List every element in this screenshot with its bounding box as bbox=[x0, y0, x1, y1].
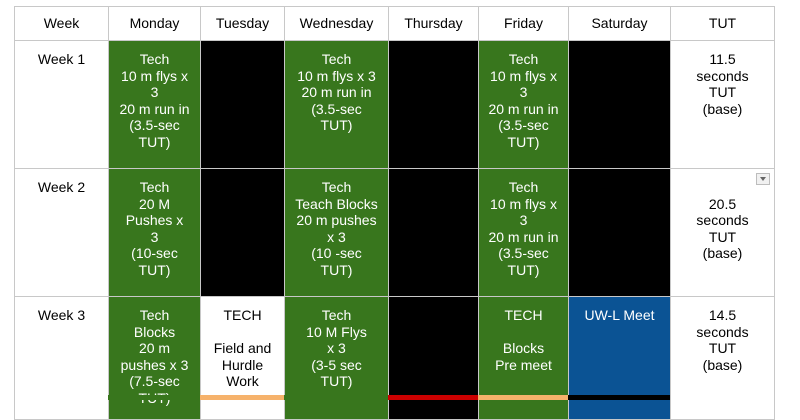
header-row: Week Monday Tuesday Wednesday Thursday F… bbox=[14, 6, 775, 41]
friday-cell[interactable]: Tech 10 m flys x 3 20 m run in (3.5-sec … bbox=[478, 168, 569, 297]
saturday-cell[interactable]: UW-L Meet bbox=[568, 296, 671, 420]
table-row: Week 3 Tech Blocks 20 m pushes x 3 (7.5-… bbox=[14, 296, 775, 420]
header-tut[interactable]: TUT bbox=[670, 6, 775, 41]
table-row: Week 2 Tech 20 M Pushes x 3 (10-sec TUT)… bbox=[14, 168, 775, 297]
thursday-cell[interactable] bbox=[388, 40, 479, 169]
thursday-next-cell bbox=[388, 395, 478, 400]
friday-cell[interactable]: TECH Blocks Pre meet bbox=[478, 296, 569, 420]
wednesday-cell[interactable]: Tech 10 m flys x 3 20 m run in (3.5-sec … bbox=[284, 40, 389, 169]
header-saturday[interactable]: Saturday bbox=[568, 6, 671, 41]
tuesday-next-cell bbox=[200, 395, 284, 400]
tut-cell-text: 20.5 seconds TUT (base) bbox=[696, 195, 749, 262]
tuesday-cell[interactable] bbox=[200, 40, 285, 169]
header-week[interactable]: Week bbox=[14, 6, 109, 41]
header-friday[interactable]: Friday bbox=[478, 6, 569, 41]
monday-cell[interactable]: Tech 10 m flys x 3 20 m run in (3.5-sec … bbox=[108, 40, 201, 169]
table-row: Week 1 Tech 10 m flys x 3 20 m run in (3… bbox=[14, 40, 775, 169]
friday-next-cell bbox=[478, 395, 568, 400]
schedule-table: Week Monday Tuesday Wednesday Thursday F… bbox=[14, 6, 775, 420]
tuesday-cell[interactable] bbox=[200, 168, 285, 297]
header-tuesday[interactable]: Tuesday bbox=[200, 6, 285, 41]
thursday-cell[interactable] bbox=[388, 296, 479, 420]
tut-cell[interactable]: 11.5 seconds TUT (base) bbox=[670, 40, 775, 169]
wednesday-cell[interactable]: Tech Teach Blocks 20 m pushes x 3 (10 -s… bbox=[284, 168, 389, 297]
friday-cell[interactable]: Tech 10 m flys x 3 20 m run in (3.5-sec … bbox=[478, 40, 569, 169]
saturday-next-cell bbox=[568, 395, 670, 400]
header-monday[interactable]: Monday bbox=[108, 6, 201, 41]
monday-cell[interactable]: Tech Blocks 20 m pushes x 3 (7.5-sec TUT… bbox=[108, 296, 201, 420]
tut-cell[interactable]: 20.5 seconds TUT (base) bbox=[670, 168, 775, 297]
tuesday-cell[interactable]: TECH Field and Hurdle Work bbox=[200, 296, 285, 420]
header-wednesday[interactable]: Wednesday bbox=[284, 6, 389, 41]
monday-next-cell bbox=[108, 395, 200, 400]
header-thursday[interactable]: Thursday bbox=[388, 6, 479, 41]
saturday-cell[interactable] bbox=[568, 168, 671, 297]
thursday-cell[interactable] bbox=[388, 168, 479, 297]
saturday-cell[interactable] bbox=[568, 40, 671, 169]
tut-cell[interactable]: 14.5 seconds TUT (base) bbox=[670, 296, 775, 420]
week-cell[interactable]: Week 1 bbox=[14, 40, 109, 169]
wednesday-cell[interactable]: Tech 10 M Flys x 3 (3-5 sec TUT) bbox=[284, 296, 389, 420]
monday-cell[interactable]: Tech 20 M Pushes x 3 (10-sec TUT) bbox=[108, 168, 201, 297]
week-cell[interactable]: Week 2 bbox=[14, 168, 109, 297]
week-cell[interactable]: Week 3 bbox=[14, 296, 109, 420]
next-row-peek bbox=[0, 395, 800, 400]
wednesday-next-cell bbox=[284, 395, 388, 400]
dropdown-arrow-icon[interactable] bbox=[756, 173, 770, 185]
